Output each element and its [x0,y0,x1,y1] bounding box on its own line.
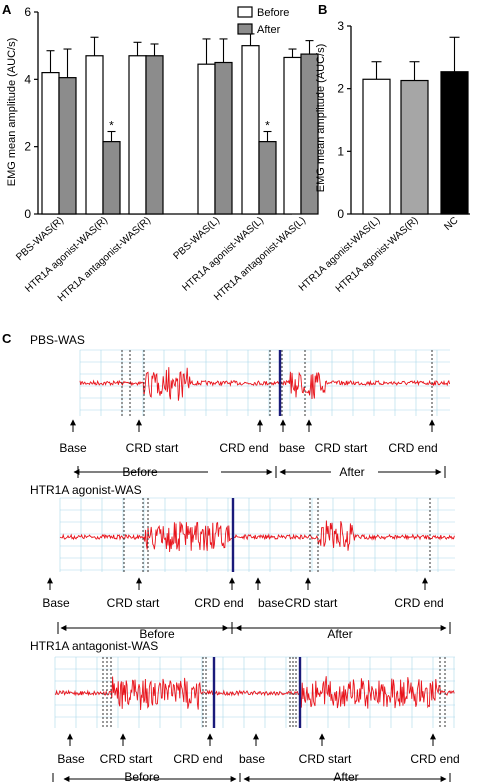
y-tick-label: 1 [337,144,344,158]
panel-b-category-labels: HTR1A agonist-WAS(L)HTR1A agonist-WAS(R)… [297,215,461,295]
trace-title: HTR1A antagonist-WAS [30,639,158,653]
event-label: CRD end [219,441,268,455]
bar-after [102,141,121,215]
bar-before [283,56,302,215]
category-label-group: HTR1A agonist-WAS(R) [23,215,110,295]
emg-signal [54,676,455,711]
trace-panel-1: PBS-WAS Base CRD start CRD end base CRD start… [30,333,451,479]
phase-label-after: After [333,770,358,782]
legend-after-label: After [257,24,281,36]
category-label-group: HTR1A agonist-WAS(L) [180,215,266,294]
bar [362,78,391,215]
panel-label-c: C [2,331,12,346]
phase-brackets: Before After [73,465,446,479]
significance-marker: * [109,119,114,133]
phase-label-after: After [339,465,364,479]
event-label: CRD end [410,752,459,766]
phase-brackets: Before After [52,770,451,782]
panel-a-ylabel: EMG mean amplitude (AUC/s) [6,38,18,187]
trace-panel-3: HTR1A antagonist-WAS Base CRD start CRD end… [30,639,460,782]
event-label: CRD end [394,596,443,610]
event-label: base [258,596,284,610]
emg-signal [79,367,451,401]
y-tick-label: 3 [337,19,344,33]
trace-grid [59,497,455,572]
bar [400,79,429,215]
trace-title: PBS-WAS [30,333,85,347]
bar [440,71,469,215]
category-label-group: HTR1A antagonist-WAS(R) [56,215,153,304]
event-label: Base [42,596,70,610]
panel-a-legend: Before After [237,6,289,36]
category-label: HTR1A agonist-WAS(R) [23,215,110,295]
y-tick-label: 2 [337,82,344,96]
panel-b: B EMG mean amplitude (AUC/s) 0 1 2 3 HTR1A … [297,2,470,295]
event-label: CRD end [388,441,437,455]
category-label-group: NC [442,215,460,233]
event-label: CRD end [194,596,243,610]
bar-after [258,141,277,215]
phase-brackets: Before After [57,622,451,641]
y-tick-label: 0 [337,207,344,221]
bar-before [41,71,60,215]
phase-label-after: After [327,627,352,641]
emg-signal [59,520,455,553]
event-label: CRD start [285,596,338,610]
category-label: NC [442,215,460,233]
bar-after [214,61,233,215]
y-tick-label: 2 [24,140,31,154]
event-label: CRD start [126,441,179,455]
panel-b-bars [362,36,469,215]
bar-before [128,55,147,215]
event-label: CRD start [100,752,153,766]
y-tick-label: 0 [24,207,31,221]
panel-b-ylabel: EMG mean amplitude (AUC/s) [315,44,327,193]
panel-a-bars: * * [41,33,319,215]
legend-before-label: Before [257,7,289,19]
event-label: base [239,752,265,766]
category-label: HTR1A agonist-WAS(L) [180,215,266,294]
bar-before [197,63,216,215]
phase-label-before: Before [139,627,175,641]
event-label: CRD start [315,441,368,455]
event-label: CRD start [107,596,160,610]
event-label: CRD end [173,752,222,766]
trace-title: HTR1A agonist-WAS [30,483,142,497]
phase-label-before: Before [122,465,158,479]
panel-label-a: A [2,2,12,17]
significance-marker: * [265,119,270,133]
bar-before [241,45,260,215]
phase-label-before: Before [124,770,160,782]
event-label: Base [59,441,87,455]
bar-before [85,55,104,215]
event-label: CRD start [299,752,352,766]
bar-after [145,55,164,215]
event-label: base [279,441,305,455]
trace-panel-2: HTR1A agonist-WAS Base CRD start CRD end bas… [30,483,455,641]
y-tick-label: 4 [24,72,31,86]
legend-before-swatch [237,6,253,18]
panel-label-b: B [318,2,327,17]
event-label: Base [57,752,85,766]
legend-after-swatch [237,23,253,35]
bar-after [58,77,77,215]
panel-a-category-labels: PBS-WAS(R)HTR1A agonist-WAS(R)HTR1A anta… [14,215,308,304]
trace-grid [79,349,450,416]
category-label: HTR1A antagonist-WAS(R) [56,215,153,304]
y-tick-label: 6 [24,5,31,19]
